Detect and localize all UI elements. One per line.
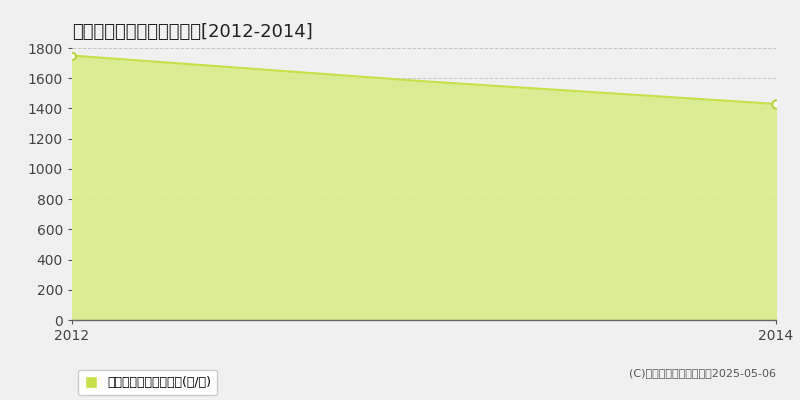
Text: (C)土地価格ドットコム　2025-05-06: (C)土地価格ドットコム 2025-05-06 xyxy=(629,368,776,378)
Text: 桜川市木植　農地価格推移[2012-2014]: 桜川市木植 農地価格推移[2012-2014] xyxy=(72,23,313,41)
Legend: 農地価格　平均坪単価(円/坪): 農地価格 平均坪単価(円/坪) xyxy=(78,370,218,395)
